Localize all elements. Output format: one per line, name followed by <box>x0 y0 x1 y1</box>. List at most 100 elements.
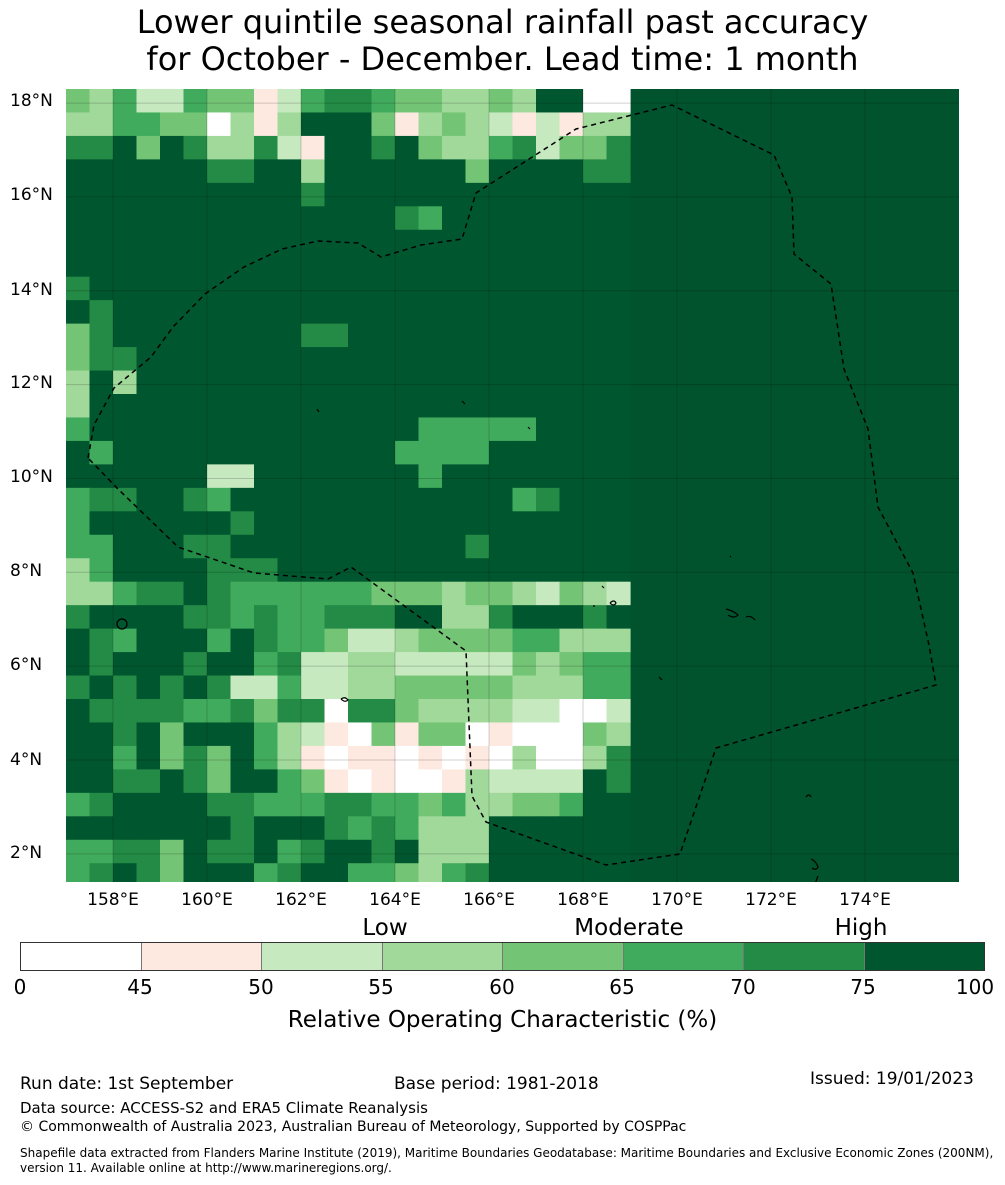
map-cell <box>183 605 208 630</box>
map-cell <box>160 487 185 512</box>
map-cell <box>371 722 396 747</box>
map-cell <box>66 112 91 137</box>
map-cell <box>559 464 584 489</box>
map-cell <box>512 511 537 536</box>
map-cell <box>66 769 91 794</box>
map-cell <box>536 769 561 794</box>
map-cell <box>606 745 631 770</box>
map-cell <box>183 675 208 700</box>
map-cell <box>348 206 373 231</box>
map-cell <box>113 347 138 372</box>
map-cell <box>512 722 537 747</box>
map-cell <box>559 745 584 770</box>
map-cell <box>230 206 255 231</box>
map-cell <box>395 229 420 254</box>
map-cell <box>348 159 373 184</box>
map-cell <box>442 699 467 724</box>
map-cell <box>442 135 467 160</box>
map-cell <box>395 839 420 864</box>
map-cell <box>136 182 161 207</box>
map-cell <box>512 135 537 160</box>
map-cell <box>536 229 561 254</box>
map-cell <box>183 769 208 794</box>
map-cell <box>465 370 490 395</box>
colorbar-segment <box>623 943 744 970</box>
map-cell <box>418 699 443 724</box>
map-cell <box>583 558 608 583</box>
map-cell <box>536 839 561 864</box>
map-cell <box>160 394 185 419</box>
map-cell <box>230 182 255 207</box>
map-cell <box>536 347 561 372</box>
map-cell <box>395 605 420 630</box>
map-cell <box>254 769 279 794</box>
map-cell <box>442 487 467 512</box>
map-cell <box>606 558 631 583</box>
map-cell <box>418 839 443 864</box>
map-cell <box>465 605 490 630</box>
map-cell <box>254 581 279 606</box>
map-cell <box>113 300 138 325</box>
map-cell <box>465 534 490 559</box>
map-cell <box>277 652 302 677</box>
map-cell <box>66 394 91 419</box>
map-cell <box>489 792 514 817</box>
map-cell <box>371 839 396 864</box>
lat-label-14n: 14°N <box>10 280 53 300</box>
map-cell <box>465 347 490 372</box>
map-cell <box>230 300 255 325</box>
map-cell <box>418 440 443 465</box>
map-cell <box>301 605 326 630</box>
lat-label-10n: 10°N <box>10 467 53 487</box>
colorbar-tick-65: 65 <box>609 975 635 999</box>
map-cell <box>559 675 584 700</box>
map-cell <box>371 182 396 207</box>
map-cell <box>371 159 396 184</box>
map-cell <box>559 159 584 184</box>
map-cell <box>559 417 584 442</box>
map-cell <box>230 699 255 724</box>
map-cell <box>489 745 514 770</box>
map-cell <box>89 816 114 841</box>
map-cell <box>348 229 373 254</box>
map-cell <box>160 722 185 747</box>
map-cell <box>489 464 514 489</box>
map-cell <box>207 769 232 794</box>
map-cell <box>254 229 279 254</box>
map-cell <box>536 253 561 278</box>
map-cell <box>395 112 420 137</box>
map-cell <box>160 652 185 677</box>
map-cell <box>583 581 608 606</box>
map-cell <box>348 699 373 724</box>
map-cell <box>183 581 208 606</box>
map-cell <box>89 863 114 882</box>
copyright-notice: © Commonwealth of Australia 2023, Austra… <box>20 1119 687 1135</box>
map-cell <box>89 323 114 348</box>
map-cell <box>324 652 349 677</box>
map-cell <box>489 394 514 419</box>
map-cell <box>489 722 514 747</box>
map-cell <box>207 300 232 325</box>
map-cell <box>160 605 185 630</box>
map-cell <box>371 628 396 653</box>
map-cell <box>348 863 373 882</box>
map-cell <box>254 652 279 677</box>
map-cell <box>183 511 208 536</box>
map-cell <box>442 206 467 231</box>
map-cell <box>442 323 467 348</box>
map-cell <box>324 792 349 817</box>
map-cell <box>113 182 138 207</box>
map-cell <box>277 135 302 160</box>
map-cell <box>512 769 537 794</box>
map-cell <box>207 722 232 747</box>
map-cell <box>230 558 255 583</box>
map-cell <box>183 558 208 583</box>
map-cell <box>301 417 326 442</box>
colorbar-tick-50: 50 <box>248 975 274 999</box>
map-cell <box>113 722 138 747</box>
map-cell <box>583 440 608 465</box>
map-cell <box>207 347 232 372</box>
map-cell <box>512 534 537 559</box>
map-cell <box>254 159 279 184</box>
map-cell <box>536 440 561 465</box>
